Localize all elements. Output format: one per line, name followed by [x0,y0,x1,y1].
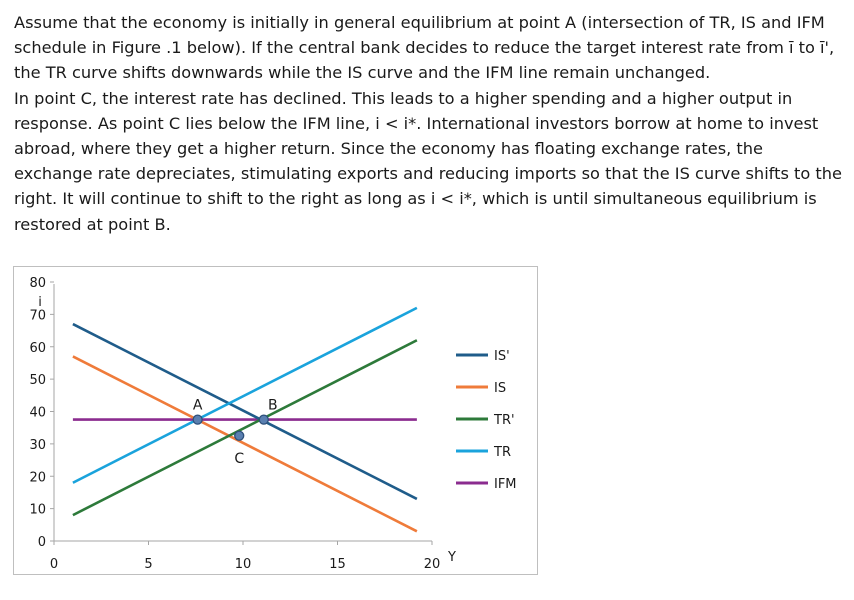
equilibrium-points-group: A B C [192,398,278,467]
y-tick-label: 40 [29,406,46,421]
legend-entry-label: IS' [494,349,510,364]
y-axis-label: i [38,295,42,310]
y-tick-label: 70 [29,308,46,323]
x-tick-label: 0 [50,557,58,572]
point-b-label: B [268,398,278,414]
y-tick-label: 80 [29,276,46,291]
point-c-marker [234,430,245,441]
x-axis-label: Y [447,550,456,565]
y-tick-label: 0 [38,535,46,550]
y-tick-label: 20 [29,470,46,485]
figure-frame [13,266,538,575]
x-tick-label: 5 [144,557,152,572]
point-b-marker [258,414,269,425]
legend-group: IS' IS TR' TR IFM [456,349,517,492]
legend-entry-label: TR' [493,413,515,428]
legend-entry-label: IS [494,381,506,396]
legend-entry-label: TR [493,445,511,460]
x-tick-label: 15 [329,557,346,572]
axes-group: 0 10 20 30 40 50 60 70 80 i 0 5 10 15 20 Y [29,276,456,572]
legend-entry-label: IFM [494,477,517,492]
x-tick-label: 20 [424,557,441,572]
paragraph-2: In point C, the interest rate has declin… [14,88,842,234]
y-tick-label: 30 [29,438,46,453]
y-tick-label: 50 [29,373,46,388]
series-line-is [72,355,418,533]
problem-text: Assume that the economy is initially in … [14,10,844,237]
point-c-label: C [234,451,244,467]
series-line-tr [72,306,418,484]
series-lines-group [72,306,418,533]
y-tick-label: 60 [29,341,46,356]
x-tick-label: 10 [235,557,252,572]
point-a-marker [192,414,203,425]
y-tick-label: 10 [29,503,46,518]
series-line-is-prime [72,322,418,501]
point-a-label: A [193,398,203,414]
paragraph-1: Assume that the economy is initially in … [14,13,835,83]
series-line-tr-prime [72,339,418,517]
